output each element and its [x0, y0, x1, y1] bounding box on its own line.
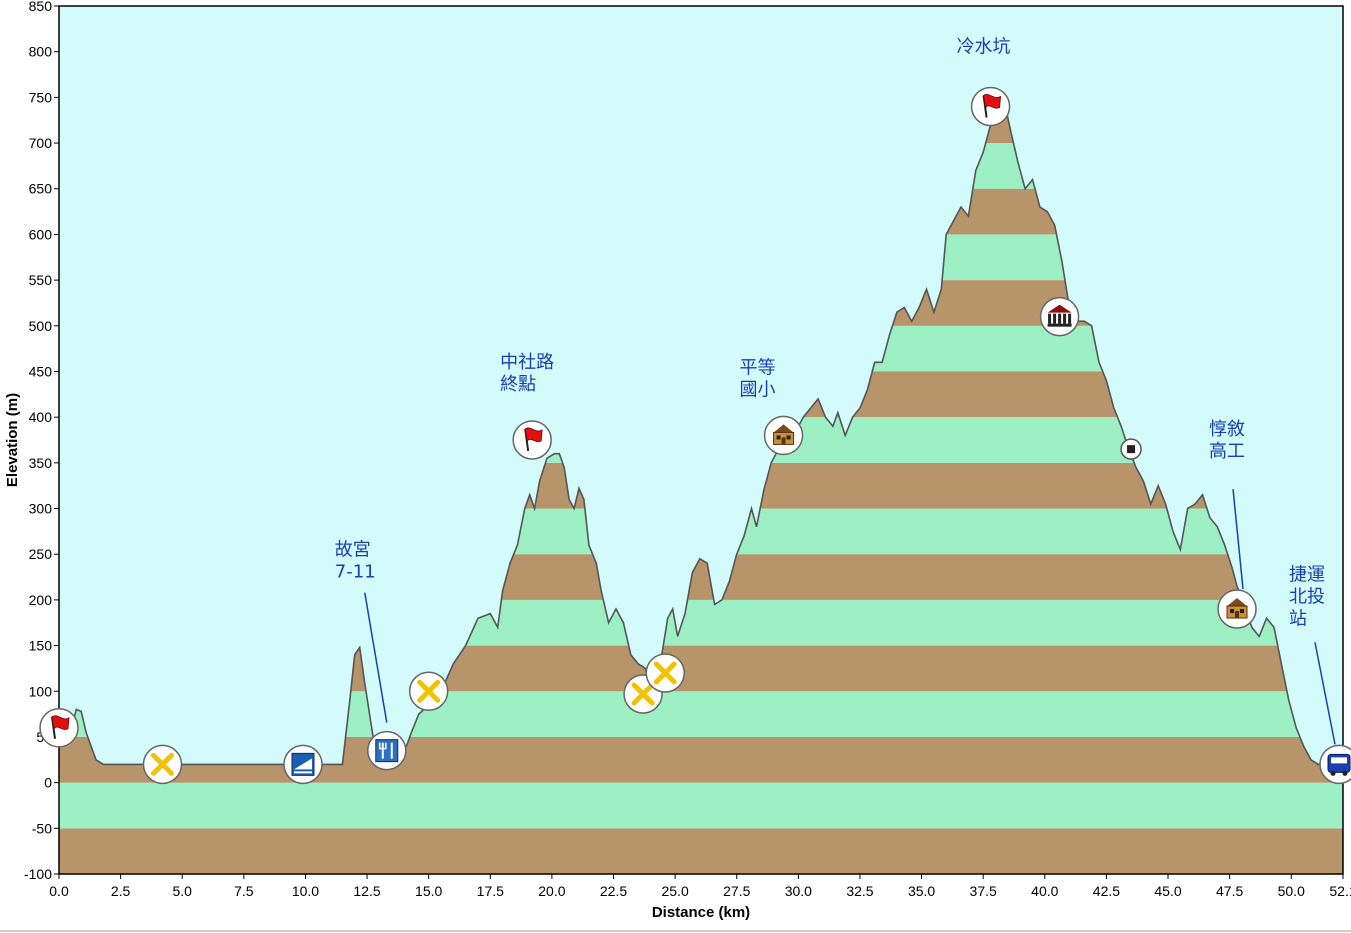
- plot-frame: [58, 5, 1344, 875]
- x-tick-label: 12.5: [353, 883, 380, 899]
- y-tick-label: -100: [24, 866, 52, 882]
- y-tick-label: 300: [29, 501, 53, 517]
- x-tick-label: 27.5: [723, 883, 750, 899]
- x-axis: 0.0 2.5 5.0 7.5 10.0 12.5 15.0 17.5 20.0 22.5 25.0…: [49, 874, 1351, 899]
- x-tick-label: 32.5: [846, 883, 873, 899]
- waypoint-leader-line: [1314, 642, 1336, 745]
- waypoint-label: 北投: [1289, 586, 1325, 607]
- waypoint-label: 惇敘: [1209, 419, 1245, 440]
- y-tick-label: 200: [29, 592, 53, 608]
- x-tick-label: 47.5: [1216, 883, 1243, 899]
- y-tick-label: 850: [29, 0, 53, 14]
- waypoint-label: 平等: [740, 357, 776, 378]
- x-tick-label: 42.5: [1093, 883, 1120, 899]
- train-icon: [283, 744, 323, 785]
- x-tick-label: 50.0: [1278, 883, 1305, 899]
- waypoint-label: 站: [1289, 608, 1307, 629]
- x-tick-label: 0.0: [49, 883, 69, 899]
- waypoint-label: 7-11: [335, 562, 376, 583]
- x-axis-title: Distance (km): [652, 904, 750, 921]
- waypoint-marker: [1120, 438, 1142, 460]
- x-tick-label: 30.0: [785, 883, 812, 899]
- x-tick-label: 40.0: [1031, 883, 1058, 899]
- y-tick-label: 0: [44, 775, 52, 791]
- y-tick-label: 600: [29, 226, 53, 242]
- waypoint-leader-line: [1232, 488, 1244, 590]
- y-tick-label: 100: [29, 683, 53, 699]
- x-tick-label: 10.0: [292, 883, 319, 899]
- waypoint-label: 中社路: [500, 352, 554, 373]
- waypoint-marker: [142, 744, 183, 785]
- x-tick-label: 25.0: [661, 883, 688, 899]
- red-flag-icon: [512, 420, 552, 460]
- waypoint-marker: 故宮7-11: [335, 540, 407, 771]
- x-tick-label: 20.0: [538, 883, 565, 899]
- y-tick-label: 700: [29, 135, 53, 151]
- school-icon: [1217, 589, 1257, 629]
- x-tick-label: 5.0: [172, 883, 192, 899]
- y-tick-label: 650: [29, 181, 53, 197]
- x-tick-label: 15.0: [415, 883, 442, 899]
- elevation-band: [59, 782, 1343, 829]
- x-tick-label: 35.0: [908, 883, 935, 899]
- waypoint-marker: [408, 671, 449, 712]
- y-axis-title: Elevation (m): [4, 393, 21, 487]
- y-tick-label: 400: [29, 409, 53, 425]
- x-tick-label: 17.5: [477, 883, 504, 899]
- waypoint-label: 捷運: [1289, 564, 1325, 585]
- waypoint-marker: [1039, 296, 1080, 337]
- elevation-band: [59, 828, 1343, 874]
- restaurant-icon: [367, 730, 407, 771]
- y-tick-label: 750: [29, 89, 53, 105]
- waypoint-label: 故宮: [335, 540, 371, 561]
- waypoint-label: 高工: [1209, 441, 1245, 462]
- waypoint-label: 國小: [740, 379, 776, 400]
- waypoint-label: 終點: [500, 374, 536, 395]
- y-tick-label: -50: [32, 820, 52, 836]
- red-flag-icon: [39, 708, 79, 748]
- waypoint-marker: 冷水坑: [957, 37, 1011, 127]
- yellow-cross-icon: [408, 671, 449, 712]
- x-tick-label: 52.1: [1329, 883, 1351, 899]
- x-tick-label: 2.5: [111, 883, 131, 899]
- y-tick-label: 500: [29, 318, 53, 334]
- x-tick-label: 37.5: [970, 883, 997, 899]
- x-tick-label: 45.0: [1154, 883, 1181, 899]
- y-tick-label: 550: [29, 272, 53, 288]
- waypoint-label: 冷水坑: [957, 37, 1011, 58]
- y-tick-label: 800: [29, 44, 53, 60]
- x-tick-label: 22.5: [600, 883, 627, 899]
- waypoint-leader-line: [364, 592, 388, 723]
- yellow-cross-icon: [645, 653, 686, 693]
- museum-icon: [1039, 296, 1080, 337]
- school-icon: [763, 415, 804, 456]
- y-tick-label: 350: [29, 455, 53, 471]
- waypoint-marker: [39, 708, 79, 748]
- x-tick-label: 7.5: [234, 883, 254, 899]
- yellow-cross-icon: [142, 744, 183, 785]
- waypoint-marker: [645, 653, 686, 693]
- waypoint-marker: [283, 744, 323, 785]
- small-square-icon: [1120, 438, 1142, 460]
- y-tick-label: 250: [29, 546, 53, 562]
- red-flag-icon: [970, 86, 1011, 127]
- y-tick-label: 150: [29, 638, 53, 654]
- bus-icon: [1319, 744, 1351, 785]
- y-tick-label: 450: [29, 363, 53, 379]
